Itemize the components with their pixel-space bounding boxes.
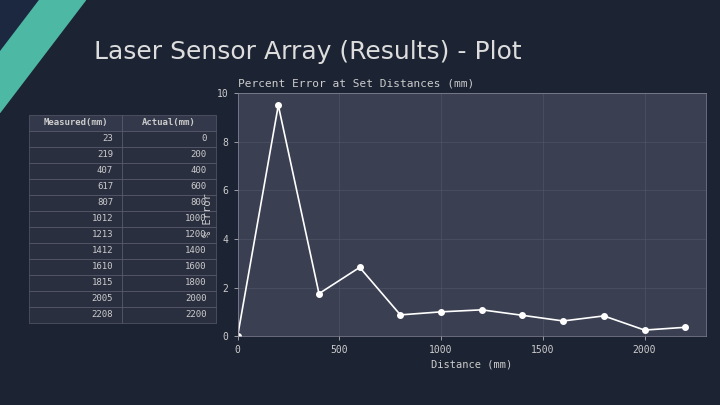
X-axis label: Distance (mm): Distance (mm)	[431, 359, 512, 369]
Text: Laser Sensor Array (Results) - Plot: Laser Sensor Array (Results) - Plot	[94, 40, 521, 64]
Y-axis label: % Error: % Error	[202, 193, 212, 237]
Polygon shape	[0, 0, 39, 51]
Text: Percent Error at Set Distances (mm): Percent Error at Set Distances (mm)	[238, 78, 474, 88]
Polygon shape	[0, 0, 86, 113]
